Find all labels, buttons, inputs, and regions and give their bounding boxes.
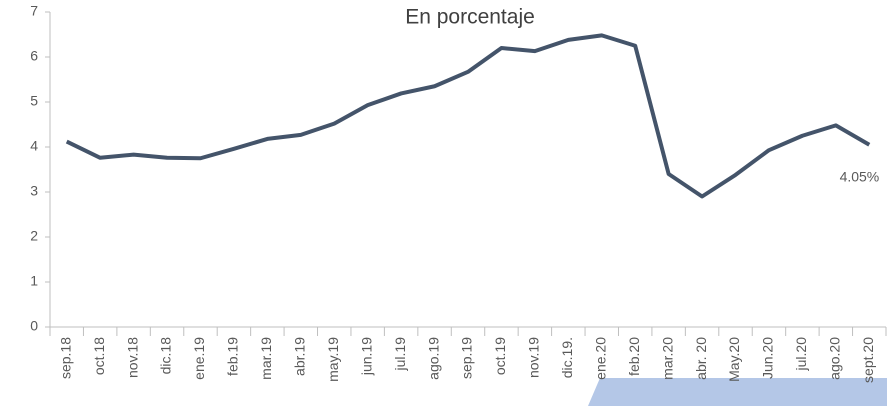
x-tick-label: jul.20 [793, 337, 809, 372]
x-tick-label: jul.19 [392, 337, 408, 372]
x-tick-label: jun.19 [358, 337, 374, 376]
y-tick-label: 6 [30, 48, 38, 64]
x-tick-label: sep.19 [459, 337, 475, 379]
x-tick-label: ene.19 [191, 337, 207, 380]
x-tick-label: oct.19 [492, 337, 508, 375]
x-tick-label: feb.19 [225, 337, 241, 376]
line-series [65, 33, 871, 199]
x-tick-label: dic.19. [559, 337, 575, 378]
chart-title: En porcentaje [405, 6, 535, 29]
x-tick-label: Jun.20 [760, 337, 776, 379]
x-tick-label: ene.20 [592, 337, 608, 380]
x-tick-label: nov.18 [124, 337, 140, 378]
x-tick-label: ago.20 [827, 337, 843, 380]
x-tick-label: abr.19 [292, 337, 308, 376]
y-tick-label: 7 [30, 3, 38, 19]
x-tick-label: ago.19 [425, 337, 441, 380]
x-tick-label: nov.19 [526, 337, 542, 378]
x-tick-label: sept.20 [860, 337, 876, 383]
x-tick-label: sep.18 [57, 337, 73, 379]
x-tick-label: dic.18 [158, 337, 174, 375]
x-tick-label: abr. 20 [693, 337, 709, 380]
y-tick-label: 5 [30, 93, 38, 109]
y-tick-label: 0 [30, 318, 38, 334]
decor-band [588, 378, 887, 406]
y-tick-label: 1 [30, 273, 38, 289]
x-tick-label: oct.18 [91, 337, 107, 375]
x-tick-label: mar.20 [659, 337, 675, 380]
x-tick-label: mar.19 [258, 337, 274, 380]
data-label: 4.05% [840, 168, 880, 184]
x-tick-label: feb.20 [626, 337, 642, 376]
y-tick-label: 3 [30, 183, 38, 199]
x-tick-label: May.20 [726, 337, 742, 382]
x-tick-label: may.19 [325, 337, 341, 382]
y-tick-label: 2 [30, 228, 38, 244]
y-tick-label: 4 [30, 138, 38, 154]
